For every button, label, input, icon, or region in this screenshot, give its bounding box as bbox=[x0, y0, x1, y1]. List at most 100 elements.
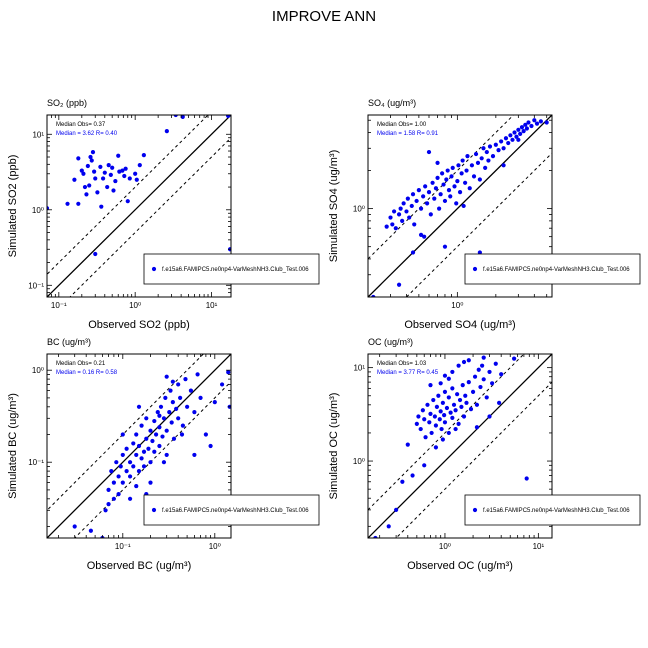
data-point bbox=[136, 469, 142, 474]
plot-frame bbox=[367, 114, 553, 298]
data-point bbox=[409, 203, 414, 209]
data-point bbox=[544, 120, 549, 125]
data-point bbox=[512, 130, 517, 135]
data-point bbox=[435, 160, 440, 165]
data-point bbox=[466, 380, 471, 385]
data-point bbox=[141, 449, 147, 454]
plot-frame bbox=[46, 353, 232, 539]
data-point bbox=[414, 198, 419, 204]
legend-marker bbox=[472, 507, 478, 513]
data-point bbox=[438, 409, 443, 414]
data-point bbox=[164, 129, 169, 134]
data-point bbox=[460, 158, 465, 163]
data-point bbox=[465, 154, 470, 159]
data-point bbox=[490, 381, 495, 386]
median-model-stat: Median = 3.77 R= 0.45 bbox=[377, 370, 439, 376]
data-point bbox=[474, 425, 480, 430]
data-point bbox=[139, 456, 144, 461]
data-point bbox=[111, 496, 116, 501]
x-axis-label: Observed BC (ug/m³) bbox=[87, 560, 192, 572]
data-point bbox=[127, 460, 133, 465]
data-point bbox=[407, 215, 412, 220]
data-point bbox=[148, 480, 153, 485]
x-tick-label: 10⁰ bbox=[451, 301, 463, 310]
data-point bbox=[89, 158, 94, 163]
data-point bbox=[425, 201, 430, 206]
data-point bbox=[84, 192, 89, 197]
data-point bbox=[455, 392, 460, 397]
median-obs-stat: Median Obs= 1.03 bbox=[377, 361, 427, 367]
data-point bbox=[195, 372, 200, 377]
data-point bbox=[460, 383, 465, 388]
data-point bbox=[512, 356, 517, 361]
legend: f.e15a6.FAMIPC5.ne0np4-VarMeshNH3.Club_T… bbox=[143, 494, 320, 526]
axis-ticks bbox=[46, 115, 231, 298]
legend-marker bbox=[151, 507, 157, 513]
median-obs-stat: Median Obs= 0.21 bbox=[56, 361, 106, 367]
data-point bbox=[518, 131, 523, 136]
data-point bbox=[81, 171, 86, 176]
data-point bbox=[106, 487, 111, 492]
data-point bbox=[146, 446, 151, 451]
data-point bbox=[109, 469, 114, 474]
data-point bbox=[127, 176, 132, 181]
data-point bbox=[421, 194, 426, 199]
data-point bbox=[188, 388, 194, 393]
data-point bbox=[136, 443, 142, 449]
x-tick-label: 10⁻¹ bbox=[115, 542, 131, 551]
data-point bbox=[164, 428, 169, 433]
data-point bbox=[474, 402, 480, 407]
data-point bbox=[434, 404, 440, 409]
legend: f.e15a6.FAMIPC5.ne0np4-VarMeshNH3.Club_T… bbox=[464, 494, 641, 526]
data-point bbox=[134, 452, 139, 458]
data-point bbox=[467, 186, 472, 191]
data-point bbox=[168, 388, 173, 393]
data-point bbox=[514, 134, 519, 139]
data-points bbox=[371, 118, 549, 297]
data-point bbox=[487, 414, 492, 419]
data-point bbox=[180, 423, 185, 428]
data-point bbox=[463, 393, 468, 398]
median-model-stat: Median = 3.62 R= 0.40 bbox=[56, 131, 118, 137]
data-point bbox=[487, 369, 492, 375]
x-tick-label: 10¹ bbox=[533, 542, 545, 551]
data-point bbox=[444, 405, 450, 411]
one-to-one-line bbox=[47, 115, 231, 297]
data-point bbox=[425, 402, 430, 407]
data-point bbox=[508, 133, 513, 138]
y-axis-label: Simulated SO2 (ppb) bbox=[7, 155, 19, 258]
reference-lines bbox=[47, 115, 231, 297]
data-point bbox=[461, 359, 467, 365]
data-point bbox=[453, 426, 458, 432]
data-point bbox=[470, 389, 476, 394]
data-point bbox=[169, 420, 174, 425]
data-point bbox=[180, 115, 185, 119]
data-point bbox=[90, 150, 96, 155]
data-point bbox=[396, 212, 402, 217]
legend-box bbox=[143, 494, 320, 526]
data-point bbox=[442, 198, 448, 204]
data-point bbox=[496, 148, 501, 153]
x-tick-label: 10⁻¹ bbox=[51, 301, 67, 310]
factor-two-lower-line bbox=[69, 137, 231, 297]
data-point bbox=[429, 430, 434, 436]
data-point bbox=[398, 206, 403, 211]
data-point bbox=[173, 115, 178, 118]
data-point bbox=[418, 426, 423, 432]
data-point bbox=[85, 163, 90, 169]
data-point bbox=[455, 179, 460, 184]
data-point bbox=[442, 389, 448, 394]
data-point bbox=[116, 474, 121, 479]
data-point bbox=[125, 199, 130, 204]
data-points bbox=[373, 355, 529, 538]
data-point bbox=[185, 404, 190, 409]
data-point bbox=[438, 192, 443, 197]
data-point bbox=[422, 463, 427, 468]
data-point bbox=[401, 201, 406, 206]
data-point bbox=[93, 176, 98, 181]
data-point bbox=[472, 374, 478, 379]
data-point bbox=[481, 146, 486, 151]
data-point bbox=[410, 473, 415, 478]
data-point bbox=[226, 115, 231, 119]
